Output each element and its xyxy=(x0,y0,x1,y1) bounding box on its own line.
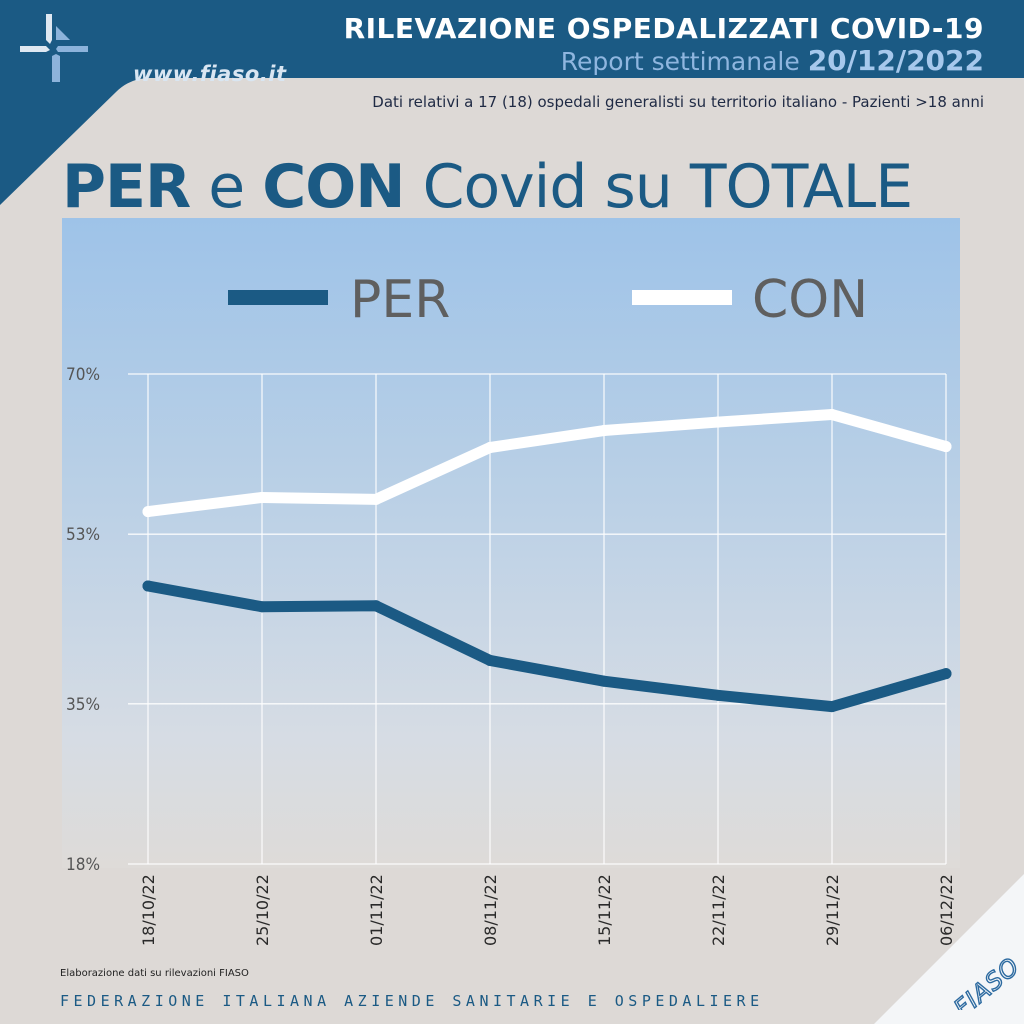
report-date: 20/12/2022 xyxy=(807,44,984,77)
x-tick-label: 22/11/22 xyxy=(709,874,728,946)
data-note: Dati relativi a 17 (18) ospedali general… xyxy=(372,93,984,111)
x-tick-label: 25/10/22 xyxy=(253,874,272,946)
data-point-per xyxy=(940,668,952,680)
data-point-per xyxy=(370,600,382,612)
data-point-con xyxy=(142,506,154,518)
report-subtitle: Report settimanale 20/12/2022 xyxy=(561,44,984,77)
data-point-con xyxy=(712,416,724,428)
data-point-con xyxy=(940,441,952,453)
title-per: PER xyxy=(62,152,191,222)
y-tick-label: 18% xyxy=(66,855,100,875)
site-url[interactable]: www.fiaso.it xyxy=(133,62,287,86)
y-tick-label: 35% xyxy=(66,695,100,715)
header-banner xyxy=(0,0,1024,205)
data-point-per xyxy=(484,654,496,666)
data-point-con xyxy=(484,442,496,453)
svg-text:FIASO: FIASO xyxy=(949,952,1020,1010)
corner-decoration xyxy=(874,874,1024,1024)
legend-label-con: CON xyxy=(752,270,868,330)
x-tick-label: 15/11/22 xyxy=(595,874,614,946)
x-tick-label: 08/11/22 xyxy=(481,874,500,946)
x-tick-label: 18/10/22 xyxy=(139,874,158,946)
legend-label-per: PER xyxy=(350,270,450,330)
data-point-con xyxy=(370,493,382,505)
data-point-per xyxy=(256,601,268,613)
legend-swatch-con xyxy=(632,290,732,305)
series-line-per xyxy=(142,580,952,713)
chart-title: PER e CON Covid su TOTALE xyxy=(62,152,914,222)
data-point-con xyxy=(826,409,838,421)
footer-note: Elaborazione dati su rilevazioni FIASO xyxy=(60,968,249,979)
data-point-con xyxy=(256,491,268,503)
fiaso-logo-icon xyxy=(20,14,88,82)
data-point-per xyxy=(712,689,724,701)
data-point-con xyxy=(598,425,610,437)
report-title: RILEVAZIONE OSPEDALIZZATI COVID-19 xyxy=(343,12,984,45)
title-e: e xyxy=(190,152,263,222)
title-con: CON xyxy=(262,152,405,222)
fiaso-mark-icon: FIASO xyxy=(948,951,1020,1010)
data-point-per xyxy=(598,675,610,687)
y-tick-label: 70% xyxy=(66,365,100,385)
report-subtitle-prefix: Report settimanale xyxy=(560,47,800,76)
data-point-per xyxy=(826,701,838,713)
y-tick-label: 53% xyxy=(66,525,100,545)
x-tick-label: 06/12/22 xyxy=(937,874,956,946)
x-tick-label: 29/11/22 xyxy=(823,874,842,946)
series-line-con xyxy=(142,409,952,518)
data-point-per xyxy=(142,580,154,592)
plot-area xyxy=(62,218,960,868)
legend-swatch-per xyxy=(228,290,328,305)
x-tick-label: 01/11/22 xyxy=(367,874,386,946)
title-rest: Covid su TOTALE xyxy=(404,152,914,222)
footer-org: FEDERAZIONE ITALIANA AZIENDE SANITARIE E… xyxy=(60,992,764,1010)
